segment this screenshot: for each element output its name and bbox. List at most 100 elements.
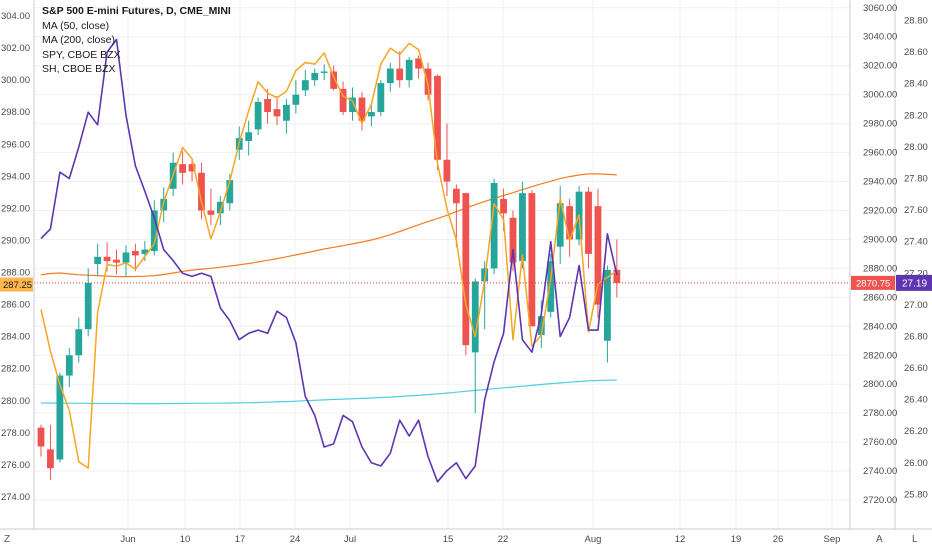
candle-body (198, 172, 205, 211)
right-axis-tick-label: 25.80 (904, 489, 928, 500)
center-axis-tick-label: 2820.00 (863, 350, 897, 361)
time-axis-tick-label: Jun (120, 534, 135, 545)
candle-body (368, 112, 375, 117)
left-axis-tick-label: 296.00 (1, 139, 30, 150)
left-axis-tick-label: 294.00 (1, 171, 30, 182)
right-axis-tick-label: 27.40 (904, 237, 928, 248)
right-axis-tick-label: 26.60 (904, 363, 928, 374)
right-axis-tick-label: 27.60 (904, 205, 928, 216)
center-axis-tick-label: 2960.00 (863, 148, 897, 159)
candle-body (339, 88, 347, 113)
legend-spy[interactable]: SPY, CBOE BZX (42, 48, 121, 61)
center-axis-tick-label: 2720.00 (863, 495, 897, 506)
left-axis-tick-label: 278.00 (1, 428, 30, 439)
time-axis-tick-label: 12 (675, 534, 686, 545)
legend-symbol[interactable]: S&P 500 E-mini Futures, D, CME_MINI (42, 5, 231, 17)
candle-body (490, 182, 498, 269)
time-axis-tick-label: 17 (235, 534, 246, 545)
es-last-tag-text: 2870.75 (856, 278, 890, 289)
legend-ma200[interactable]: MA (200, close) (42, 34, 115, 46)
candle-body (264, 99, 271, 113)
right-axis-tick-label: 26.00 (904, 458, 928, 469)
ma200-layer (41, 379, 617, 405)
candle-body (509, 217, 517, 263)
candle-body (283, 104, 290, 121)
candle-body (273, 109, 281, 117)
spy-line (40, 42, 618, 469)
candle-body (292, 94, 300, 105)
left-axis-tick-label: 304.00 (1, 11, 30, 22)
candle-body (150, 210, 158, 252)
sh-last-tag-text: 27.19 (902, 278, 927, 289)
center-axis-tick-label: 2840.00 (863, 321, 897, 332)
right-axis-tick-label: 26.20 (904, 426, 928, 437)
candle-body (462, 193, 470, 346)
ma200-line (41, 379, 617, 405)
right-axis-tick-label: 27.20 (904, 268, 928, 279)
candle-body (443, 159, 451, 182)
center-axis-tick-label: 3000.00 (863, 90, 897, 101)
candle-body (122, 252, 130, 263)
spy-last-tag-text: 287.25 (3, 280, 32, 291)
time-axis-tick-label: Aug (585, 534, 602, 545)
candle-body (396, 68, 404, 81)
center-axis-tick-label: 2940.00 (863, 177, 897, 188)
candle-body (330, 71, 338, 89)
candle-body (56, 375, 64, 460)
right-axis-tick-label: 27.00 (904, 300, 928, 311)
candle-body (188, 164, 196, 172)
right-axis-tick-label: 27.80 (904, 173, 928, 184)
left-axis-tick-label: 288.00 (1, 268, 30, 279)
candle-body (226, 180, 234, 204)
legend-sh[interactable]: SH, CBOE BZX (42, 63, 116, 75)
candle-body (585, 191, 592, 254)
right-axis-tick-label: 26.80 (904, 331, 928, 342)
candle-body (141, 249, 149, 254)
center-axis-tick-label: 2760.00 (863, 437, 897, 448)
log-scale-button[interactable]: L (912, 534, 918, 545)
time-axis-tick-label: 26 (773, 534, 784, 545)
center-axis-tick-label: 2860.00 (863, 292, 897, 303)
left-axis-tick-label: 298.00 (1, 107, 30, 118)
left-axis-tick-label: 280.00 (1, 396, 30, 407)
left-axis-tick-label: 276.00 (1, 460, 30, 471)
time-axis-tick-label: Sep (824, 534, 841, 545)
candle-body (604, 269, 611, 341)
es-last-tag-bg (851, 275, 895, 290)
center-axis-tick-label: 2980.00 (863, 119, 897, 130)
zoom-button[interactable]: Z (4, 534, 11, 545)
candle-body (245, 132, 253, 141)
center-axis-tick-label: 3020.00 (863, 61, 897, 72)
candle-body (84, 282, 92, 330)
right-axis-tick-label: 28.60 (904, 47, 928, 58)
right-axis-tick-label: 28.80 (904, 16, 928, 27)
candle-body (377, 83, 385, 113)
candle-body (132, 251, 139, 256)
sh-last-tag-bg (896, 274, 932, 291)
center-axis-tick-label: 2920.00 (863, 205, 897, 216)
time-axis-tick-label: Jul (344, 534, 356, 545)
candle-body (37, 427, 45, 447)
left-axis-tick-label: 282.00 (1, 364, 30, 375)
sh-line (40, 38, 618, 483)
auto-scale-button[interactable]: A (876, 534, 883, 545)
legend-ma50[interactable]: MA (50, close) (42, 19, 110, 32)
center-axis-tick-label: 2740.00 (863, 466, 897, 477)
time-axis-tick-label: 24 (290, 534, 301, 545)
time-axis-tick-label: 19 (731, 534, 742, 545)
center-axis-tick-label: 2780.00 (863, 408, 897, 419)
candle-body (179, 164, 186, 173)
candles-layer (37, 51, 621, 480)
right-axis-tick-label: 26.40 (904, 395, 928, 406)
candle-body (216, 201, 224, 214)
candle-body (594, 206, 602, 305)
candle-body (207, 210, 215, 215)
left-axis-tick-label: 300.00 (1, 75, 30, 86)
candle-body (47, 449, 54, 469)
candle-body (301, 80, 309, 91)
time-axis-tick-label: 22 (498, 534, 509, 545)
chart-legend: S&P 500 E-mini Futures, D, CME_MINI MA (… (42, 4, 231, 77)
candle-body (103, 256, 111, 262)
candle-body (349, 97, 356, 113)
